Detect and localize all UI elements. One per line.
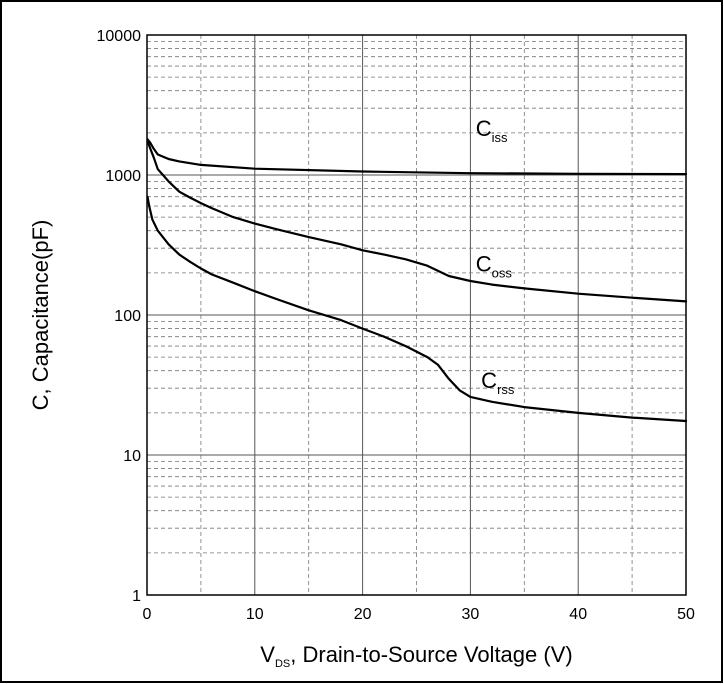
- series-line-rss: [146, 195, 688, 423]
- series-label-iss: Ciss: [476, 116, 508, 145]
- series-label-sub: rss: [497, 382, 515, 397]
- x-tick-label: 30: [462, 606, 480, 623]
- x-tick-label: 10: [246, 606, 264, 623]
- grid: [147, 35, 686, 595]
- series-label-sub: oss: [492, 265, 513, 280]
- x-axis-title-rest: , Drain-to-Source Voltage (V): [290, 642, 572, 667]
- series-label-main: C: [476, 116, 492, 141]
- x-tick-label: 50: [677, 606, 695, 623]
- x-tick-label: 0: [143, 606, 152, 623]
- y-tick-label: 1000: [105, 168, 141, 185]
- series-label-main: C: [476, 251, 492, 276]
- y-tick-label: 10: [123, 448, 141, 465]
- series-line-oss: [146, 139, 688, 303]
- y-tick-label: 1: [132, 588, 141, 605]
- series-label-sub: iss: [492, 130, 508, 145]
- y-axis-title: C, Capacitance(pF): [28, 220, 53, 411]
- tick-labels: 0 10 20 30 40 50 1 10 100 1000 10000: [97, 28, 696, 623]
- x-axis-title-sub: DS: [275, 658, 290, 670]
- y-tick-label: 100: [114, 308, 141, 325]
- x-tick-label: 40: [569, 606, 587, 623]
- series-label-rss: Crss: [481, 368, 515, 397]
- y-tick-label: 10000: [97, 28, 142, 45]
- x-axis-title-main: V: [260, 642, 275, 667]
- plot-border: [146, 34, 687, 596]
- series-label-oss: Coss: [476, 251, 513, 280]
- x-tick-label: 20: [354, 606, 372, 623]
- series-group: [146, 138, 688, 423]
- series-label-main: C: [481, 368, 497, 393]
- series-line-iss: [146, 138, 688, 176]
- x-axis-title: VDS, Drain-to-Source Voltage (V): [260, 642, 572, 670]
